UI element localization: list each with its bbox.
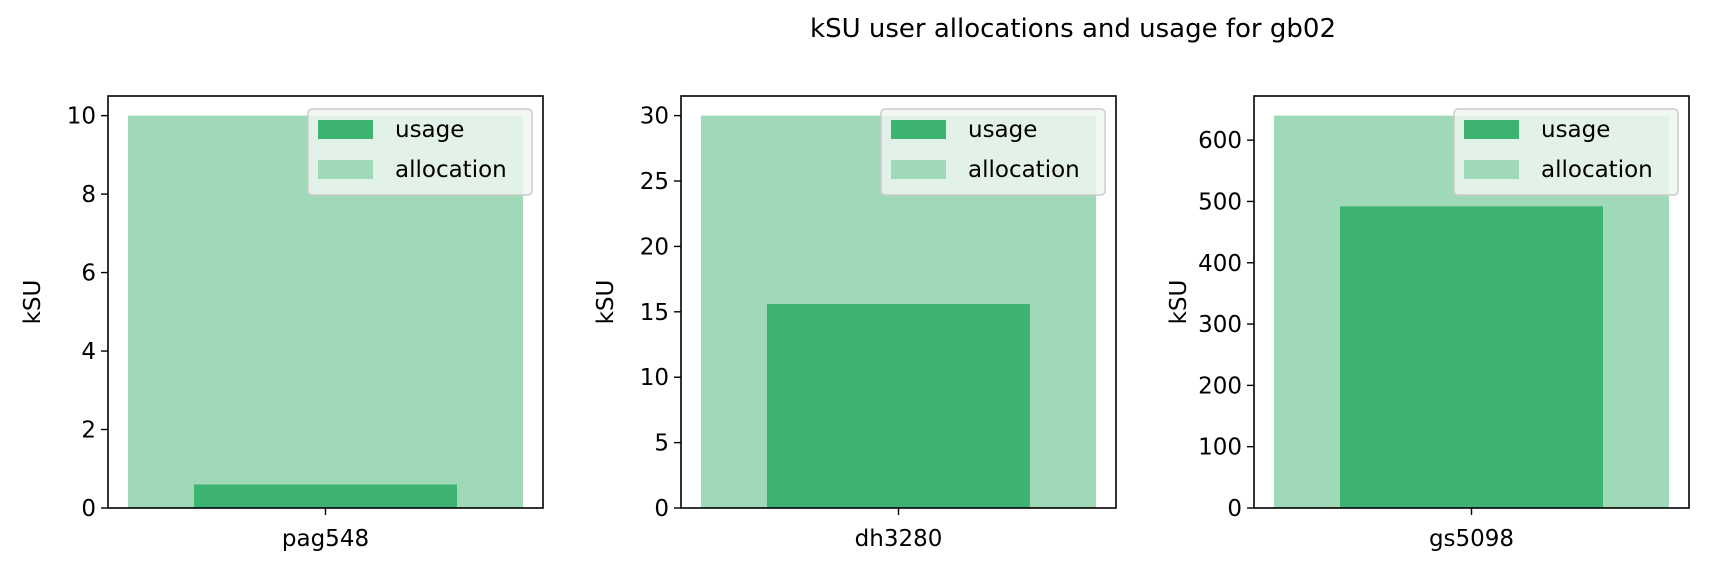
y-axis-label: kSU: [20, 280, 46, 325]
x-tick-label: dh3280: [855, 526, 943, 552]
usage-bar: [1340, 206, 1603, 508]
x-tick-label: gs5098: [1429, 526, 1514, 552]
y-tick-label: 0: [654, 496, 669, 522]
y-tick-label: 0: [1227, 496, 1242, 522]
y-tick-label: 5: [654, 431, 669, 457]
y-tick-label: 20: [640, 234, 669, 260]
y-tick-label: 100: [1198, 435, 1242, 461]
y-tick-label: 200: [1198, 373, 1242, 399]
y-tick-label: 500: [1198, 189, 1242, 215]
legend-usage-label: usage: [1541, 117, 1610, 143]
legend-allocation-label: allocation: [1541, 157, 1653, 183]
y-tick-label: 8: [81, 182, 96, 208]
legend-usage-swatch: [1464, 120, 1519, 139]
x-tick-label: pag548: [282, 526, 369, 552]
y-tick-label: 2: [81, 418, 96, 444]
legend-usage-swatch: [891, 120, 946, 139]
y-tick-label: 6: [81, 261, 96, 287]
legend-allocation-swatch: [318, 160, 373, 179]
legend-allocation-swatch: [891, 160, 946, 179]
y-tick-label: 4: [81, 339, 96, 365]
y-tick-label: 400: [1198, 251, 1242, 277]
y-tick-label: 15: [640, 300, 669, 326]
y-tick-label: 600: [1198, 128, 1242, 154]
legend-allocation-label: allocation: [968, 157, 1080, 183]
y-tick-label: 30: [640, 104, 669, 130]
usage-bar: [767, 303, 1030, 508]
legend-usage-label: usage: [395, 117, 464, 143]
y-tick-label: 10: [640, 365, 669, 391]
y-axis-label: kSU: [593, 280, 619, 325]
y-tick-label: 0: [81, 496, 96, 522]
legend-usage-swatch: [318, 120, 373, 139]
legend-allocation-swatch: [1464, 160, 1519, 179]
legend-usage-label: usage: [968, 117, 1037, 143]
usage-bar: [194, 484, 457, 508]
y-tick-label: 10: [67, 104, 96, 130]
y-tick-label: 25: [640, 169, 669, 195]
y-axis-label: kSU: [1166, 280, 1192, 325]
legend-allocation-label: allocation: [395, 157, 507, 183]
chart-title: kSU user allocations and usage for gb02: [810, 14, 1336, 44]
y-tick-label: 300: [1198, 312, 1242, 338]
